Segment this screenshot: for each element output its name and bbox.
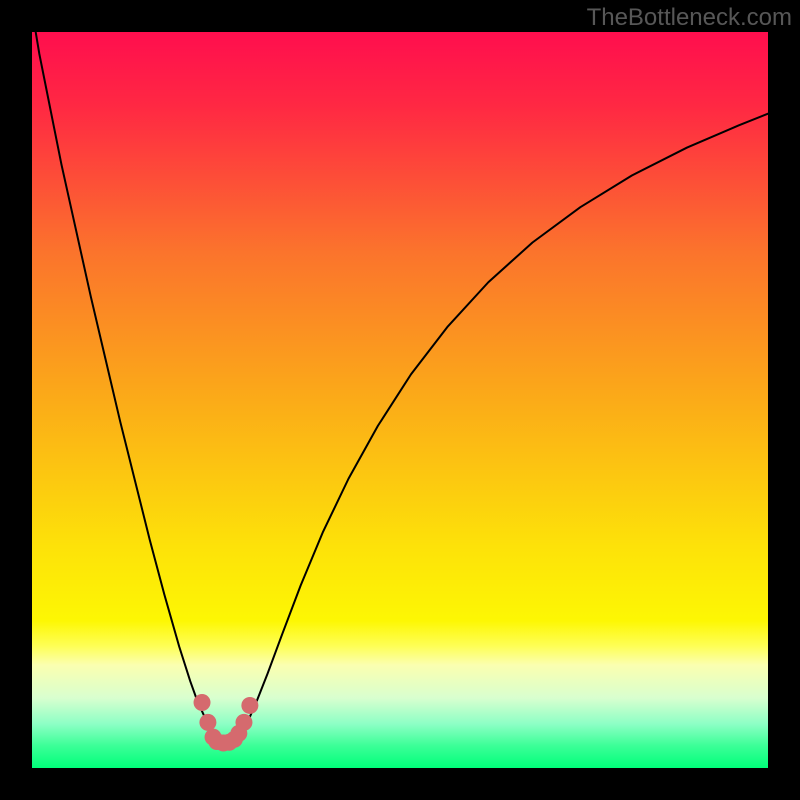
marker-dot xyxy=(241,697,258,714)
watermark-text: TheBottleneck.com xyxy=(587,4,792,32)
plot-background xyxy=(32,32,768,768)
figure-root: TheBottleneck.com xyxy=(0,0,800,800)
marker-dot xyxy=(199,714,216,731)
marker-dot xyxy=(235,714,252,731)
bottleneck-chart xyxy=(0,0,800,800)
marker-dot xyxy=(194,694,211,711)
